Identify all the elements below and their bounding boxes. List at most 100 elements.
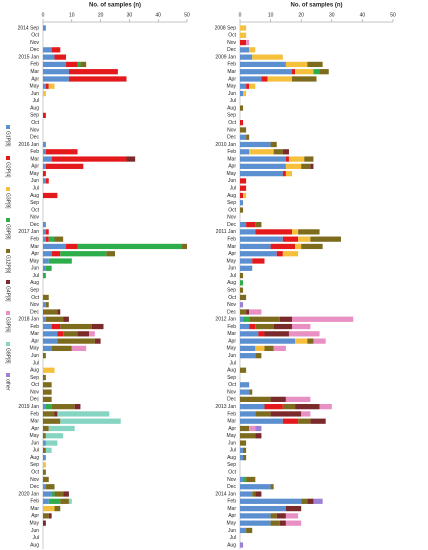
bar-segment: [295, 69, 314, 75]
y-tick-label: May: [227, 346, 237, 352]
bar-segment: [45, 440, 58, 446]
bar-segment: [43, 61, 67, 68]
bar-segment: [43, 83, 46, 89]
bar-segment: [43, 25, 46, 31]
bar-segment: [43, 171, 46, 177]
bar-segment: [240, 141, 271, 148]
y-tick-label: Apr: [228, 426, 236, 432]
y-tick-label: Jun: [31, 528, 39, 534]
y-tick-label: 2010 Jan: [215, 142, 236, 148]
y-tick-label: Oct: [31, 207, 39, 213]
y-tick-label: Feb: [30, 499, 39, 505]
bar-segment: [54, 54, 67, 60]
bar-segment: [43, 345, 52, 352]
bar-segment: [43, 513, 49, 519]
bar-segment: [240, 149, 250, 155]
bar-segment: [282, 418, 299, 424]
bar-segment: [240, 505, 286, 512]
bar-segment: [249, 83, 256, 89]
y-tick-label: Feb: [30, 236, 39, 242]
y-tick-label: Nov: [227, 215, 236, 221]
y-tick-label: Feb: [30, 324, 39, 330]
bar-segment: [45, 178, 49, 184]
bar-segment: [255, 323, 274, 330]
y-tick-label: Dec: [227, 484, 236, 490]
bar-segment: [307, 498, 314, 504]
bar-segment: [270, 484, 274, 490]
bar-segment: [45, 149, 78, 155]
bar-segment: [48, 236, 55, 242]
bar-segment: [295, 338, 308, 344]
y-tick-label: Oct: [228, 207, 236, 213]
y-tick-label: Dec: [30, 484, 39, 490]
bar-segment: [240, 47, 250, 53]
bar-segment: [249, 47, 256, 53]
bar-segment: [43, 163, 46, 169]
y-tick-label: Mar: [30, 506, 39, 512]
legend-swatch: [6, 187, 10, 191]
y-tick-label: Jul: [33, 448, 39, 454]
bar-segment: [43, 520, 46, 526]
bar-segment: [77, 243, 182, 250]
y-tick-label: 2017 Jan: [18, 229, 39, 235]
bar-segment: [240, 272, 244, 279]
bar-segment: [51, 156, 127, 162]
x-tick-label: 20: [98, 12, 104, 18]
bar-segment: [106, 251, 115, 257]
y-tick-label: Dec: [30, 135, 39, 141]
bar-segment: [240, 542, 244, 548]
y-tick-label: May: [30, 346, 40, 352]
bar-segment: [295, 404, 320, 410]
y-tick-label: Jun: [228, 178, 236, 184]
y-tick-label: Aug: [30, 455, 39, 461]
x-tick-label: 30: [127, 12, 133, 18]
y-tick-label: Feb: [30, 411, 39, 417]
axis-title: No. of samples (n): [290, 3, 342, 9]
y-tick-label: Jul: [33, 98, 39, 104]
y-tick-label: Mar: [227, 419, 236, 425]
bar-segment: [310, 418, 326, 424]
x-tick-label: 40: [360, 12, 366, 18]
bar-segment: [270, 141, 277, 148]
bar-segment: [240, 221, 247, 228]
bar-segment: [68, 69, 118, 75]
y-tick-label: Feb: [30, 149, 39, 155]
bar-segment: [307, 61, 323, 68]
y-tick-label: Aug: [30, 542, 39, 548]
bar-segment: [292, 323, 311, 330]
bar-segment: [255, 353, 262, 359]
y-tick-label: Sep: [30, 200, 39, 206]
bar-segment: [43, 323, 52, 330]
bar-segment: [43, 454, 46, 461]
y-tick-label: Mar: [227, 506, 236, 512]
bar-segment: [43, 498, 49, 504]
y-tick-label: 2011 Jan: [216, 229, 236, 235]
bar-segment: [240, 207, 244, 213]
legend-label: G2P[4]: [5, 162, 11, 178]
bar-segment: [89, 331, 95, 337]
bar-segment: [54, 236, 64, 242]
bar-segment: [240, 302, 244, 308]
y-tick-label: 2014 Jan: [215, 491, 236, 497]
bar-segment: [43, 258, 49, 264]
y-tick-label: Apr: [228, 164, 236, 170]
bar-segment: [255, 229, 293, 235]
y-tick-label: Jul: [230, 98, 236, 104]
y-tick-label: Jun: [31, 266, 39, 272]
bar-segment: [240, 484, 271, 490]
y-tick-label: Aug: [30, 280, 39, 286]
y-tick-label: Dec: [30, 47, 39, 53]
bar-segment: [255, 491, 262, 497]
bar-segment: [45, 265, 52, 271]
y-tick-label: Mar: [30, 244, 39, 250]
bar-segment: [240, 200, 244, 206]
legend-label: G12P[8]: [5, 255, 11, 274]
bar-segment: [43, 265, 46, 271]
bar-segment: [240, 185, 247, 191]
bar-segment: [255, 425, 262, 432]
bar-segment: [240, 491, 253, 497]
bar-segment: [77, 331, 90, 337]
y-tick-label: Sep: [227, 287, 236, 293]
bar-segment: [45, 302, 49, 308]
